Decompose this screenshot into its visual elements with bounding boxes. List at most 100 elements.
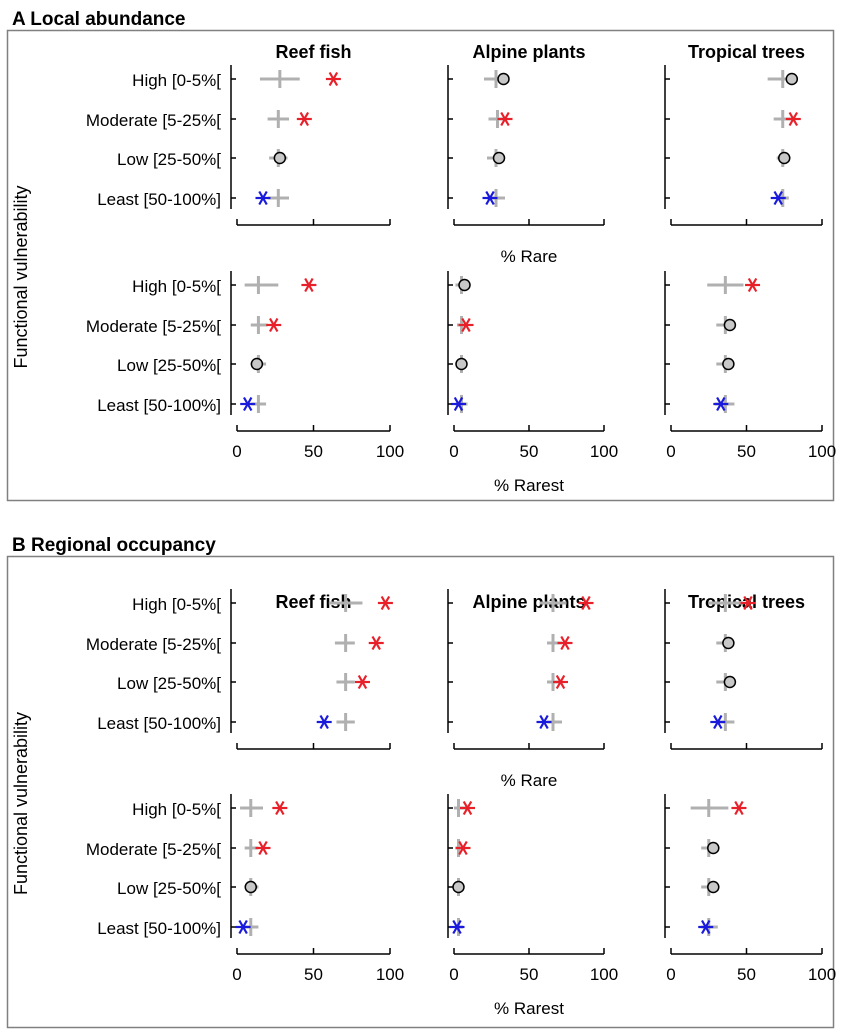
- x-tick-label: 100: [590, 442, 618, 461]
- series-alpine-plants: 0 50 100: [447, 271, 618, 461]
- panel-title: A Local abundance: [12, 9, 186, 30]
- observed-point: [710, 714, 726, 730]
- observed-point: [497, 72, 510, 86]
- asterisk-stroke: [773, 190, 783, 206]
- observed-point: [455, 357, 468, 371]
- asterisk-stroke: [539, 714, 549, 730]
- asterisk-stroke: [304, 277, 314, 293]
- asterisk-stroke: [461, 317, 471, 333]
- category-label: High [0-5%[: [132, 277, 221, 296]
- observed-point: [240, 396, 256, 412]
- asterisk-stroke: [238, 919, 248, 935]
- observed-point: [458, 278, 471, 292]
- observed-point: [458, 317, 474, 333]
- asterisk-stroke: [560, 635, 570, 651]
- observed-point: [250, 357, 264, 371]
- category-label: Low [25-50%[: [117, 150, 221, 169]
- observed-point: [723, 318, 737, 332]
- observed-point: [460, 800, 475, 816]
- observed-point: [578, 595, 594, 611]
- asterisk-stroke: [275, 800, 285, 816]
- observed-point: [455, 840, 471, 856]
- x-axis-label: % Rare: [501, 247, 558, 266]
- category-label: Low [25-50%[: [117, 674, 221, 693]
- observed-point: [482, 190, 498, 206]
- series-alpine-plants: [447, 65, 605, 226]
- panel-title: B Regional occupancy: [12, 535, 216, 556]
- observed-point: [266, 317, 282, 333]
- asterisk-stroke: [453, 396, 464, 412]
- x-tick-label: 0: [232, 965, 241, 984]
- asterisk-stroke: [452, 919, 462, 935]
- category-label: High [0-5%[: [132, 595, 221, 614]
- x-axis-label: % Rarest: [494, 999, 564, 1018]
- series-tropical-trees: 0 50 100: [664, 794, 836, 984]
- observed-point: [707, 841, 720, 855]
- category-label: Low [25-50%[: [117, 356, 221, 375]
- asterisk-stroke: [581, 595, 591, 611]
- x-tick-label: 0: [449, 442, 458, 461]
- panel-frame: [6, 555, 835, 1029]
- observed-point: [368, 635, 384, 651]
- asterisk-stroke: [299, 111, 310, 127]
- y-axis-label: Functional vulnerability: [11, 185, 31, 368]
- asterisk-stroke: [555, 674, 566, 690]
- series-reef-fish: [230, 65, 391, 226]
- asterisk-stroke: [371, 635, 381, 651]
- observed-point: [354, 674, 370, 690]
- x-tick-label: 0: [449, 965, 458, 984]
- observed-point: [722, 357, 735, 371]
- observed-point: [770, 190, 786, 206]
- asterisk-stroke: [458, 840, 468, 856]
- asterisk-stroke: [788, 111, 799, 127]
- observed-point: [316, 714, 332, 730]
- x-tick-label: 100: [376, 965, 404, 984]
- observed-point: [713, 396, 729, 412]
- column-title: Alpine plants: [472, 42, 585, 62]
- column-title: Reef fish: [275, 42, 351, 62]
- asterisk-stroke: [243, 396, 253, 412]
- asterisk-stroke: [380, 595, 391, 611]
- x-axis-label: % Rare: [501, 771, 558, 790]
- observed-point: [553, 674, 568, 690]
- observed-point: [785, 72, 799, 86]
- observed-point: [536, 714, 552, 730]
- series-tropical-trees: [664, 589, 823, 750]
- series-tropical-trees: 0 50 100: [664, 271, 836, 461]
- category-label: High [0-5%[: [132, 800, 221, 819]
- asterisk-stroke: [734, 800, 744, 816]
- observed-point: [497, 111, 513, 127]
- series-reef-fish: [230, 589, 393, 750]
- category-label: Moderate [5-25%[: [86, 840, 221, 859]
- asterisk-stroke: [357, 674, 368, 690]
- x-tick-label: 50: [304, 442, 323, 461]
- observed-point: [255, 840, 271, 856]
- asterisk-stroke: [743, 595, 753, 611]
- x-tick-label: 50: [737, 965, 756, 984]
- asterisk-stroke: [319, 714, 329, 730]
- observed-point: [377, 595, 393, 611]
- observed-point: [296, 111, 312, 127]
- observed-point: [273, 151, 287, 165]
- observed-point: [745, 277, 761, 293]
- series-tropical-trees: [664, 65, 823, 226]
- observed-point: [557, 635, 573, 651]
- y-axis-label: Functional vulnerability: [11, 712, 31, 895]
- column-title: Reef fish: [275, 592, 351, 612]
- observed-point: [731, 800, 747, 816]
- category-label: Moderate [5-25%[: [86, 317, 221, 336]
- series-reef-fish: 0 50 100: [230, 271, 404, 461]
- x-tick-label: 50: [520, 965, 539, 984]
- x-axis-label: % Rarest: [494, 476, 564, 495]
- asterisk-stroke: [462, 800, 473, 816]
- column-title: Tropical trees: [688, 42, 805, 62]
- observed-point: [698, 919, 714, 935]
- series-reef-fish: 0 50 100: [230, 794, 404, 984]
- observed-point: [778, 151, 791, 165]
- observed-point: [325, 71, 341, 87]
- observed-point: [451, 396, 466, 412]
- x-tick-label: 50: [737, 442, 756, 461]
- observed-point: [244, 880, 258, 894]
- observed-point: [740, 595, 756, 611]
